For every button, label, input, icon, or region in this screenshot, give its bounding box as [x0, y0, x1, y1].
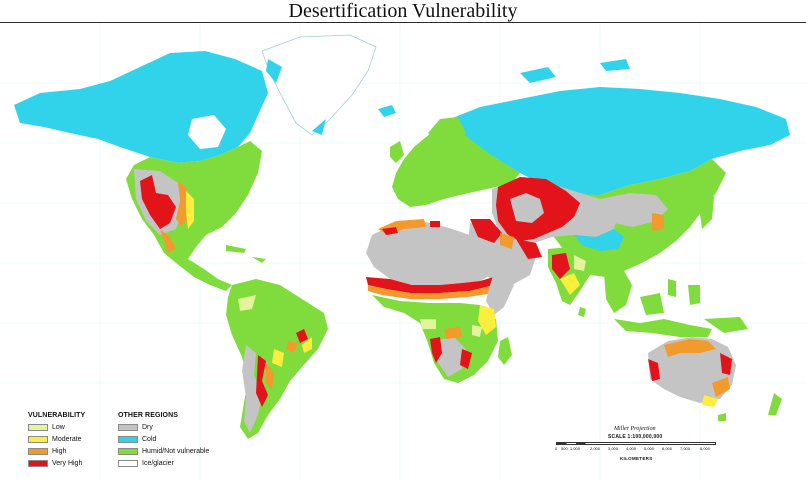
southern-africa-dry	[434, 337, 466, 377]
sri-lanka	[578, 307, 586, 317]
legend-label-ice: Ice/glacier	[142, 459, 174, 467]
legend-label-very-high: Very High	[52, 459, 83, 467]
legend-label-humid: Humid/Not vulnerable	[142, 447, 210, 455]
greenland	[261, 34, 377, 136]
legend-label-cold: Cold	[142, 435, 157, 443]
australia-high	[664, 339, 730, 397]
scale-ticks: 0 500 1,000 2,000 3,000 4,000 5,000 6,00…	[552, 446, 722, 454]
legend-row-humid: Humid/Not vulnerable	[118, 445, 238, 457]
legend-swatch-dry	[118, 423, 138, 431]
tibet-cold	[574, 229, 624, 251]
legend-label-low: Low	[52, 423, 65, 431]
greenland-coast	[266, 59, 326, 135]
southern-africa-high	[444, 327, 462, 339]
legend-label-high: High	[52, 447, 67, 455]
iceland	[378, 105, 396, 117]
legend-label-dry: Dry	[142, 423, 153, 431]
middle-east-very-high	[470, 219, 542, 259]
north-america-moderate	[186, 191, 194, 229]
uk	[390, 141, 404, 163]
legend-vulnerability-column: VULNERABILITY Low Moderate High Very Hig…	[28, 411, 108, 469]
legend-swatch-very-high	[28, 459, 48, 467]
map-scale: Miller Projection SCALE 1:100,000,000 0 …	[552, 426, 732, 466]
papua	[704, 317, 748, 333]
scale-tick: 0	[555, 446, 558, 451]
japan	[700, 191, 714, 229]
madagascar	[498, 337, 512, 365]
south-america-very-high	[256, 329, 308, 407]
horn-of-africa-dry	[486, 273, 514, 315]
scale-tick: 5,000	[644, 446, 655, 451]
sahel-very-high	[366, 277, 494, 293]
legend-swatch-moderate	[28, 435, 48, 443]
scale-tick: 4,000	[626, 446, 637, 451]
india-moderate	[560, 273, 580, 295]
scale-bar	[556, 442, 716, 445]
legend-swatch-cold	[118, 435, 138, 443]
south-america-dry	[242, 345, 262, 433]
east-africa-moderate	[478, 305, 496, 335]
europe-humid	[392, 127, 520, 207]
arctic-islands	[520, 59, 630, 83]
australia-moderate	[702, 395, 718, 407]
sahel-high	[368, 285, 494, 299]
world-map	[0, 22, 806, 481]
africa-north-very-high	[382, 221, 440, 235]
scandinavia	[428, 117, 466, 145]
south-america-high	[266, 341, 298, 389]
projection-label: Miller Projection	[614, 426, 656, 432]
middle-east-high	[500, 233, 514, 249]
hudson-bay	[188, 115, 226, 149]
scale-unit: KILOMETERS	[620, 456, 653, 461]
central-asia-inner-dry	[510, 193, 544, 223]
map-legend: VULNERABILITY Low Moderate High Very Hig…	[28, 411, 238, 477]
philippines	[668, 279, 676, 297]
legend-other-column: OTHER REGIONS Dry Cold Humid/Not vulnera…	[118, 411, 238, 469]
legend-row-cold: Cold	[118, 433, 238, 445]
legend-row-low: Low	[28, 421, 108, 433]
central-america	[176, 259, 232, 291]
legend-swatch-low	[28, 423, 48, 431]
legend-swatch-humid	[118, 447, 138, 455]
legend-row-very-high: Very High	[28, 457, 108, 469]
china-dry	[600, 193, 668, 227]
south-america-low	[238, 295, 256, 311]
north-america-high	[160, 181, 190, 253]
africa-dry	[366, 221, 494, 285]
map-title: Desertification Vulnerability	[288, 0, 518, 22]
scale-tick: 2,000	[590, 446, 601, 451]
india-very-high	[552, 253, 570, 279]
scale-tick: 3,000	[608, 446, 619, 451]
india-low	[574, 255, 586, 271]
legend-swatch-high	[28, 447, 48, 455]
north-america-very-high	[140, 175, 176, 229]
africa-low	[420, 319, 482, 337]
legend-swatch-ice	[118, 459, 138, 467]
eurasia-cold	[450, 87, 790, 201]
legend-vulnerability-heading: VULNERABILITY	[28, 412, 86, 419]
indonesia	[614, 285, 712, 337]
australia-very-high	[648, 353, 732, 381]
scale-tick: 500	[561, 446, 568, 451]
tasmania	[718, 413, 726, 421]
legend-row-high: High	[28, 445, 108, 457]
legend-row-moderate: Moderate	[28, 433, 108, 445]
southeast-asia	[604, 271, 632, 313]
legend-row-dry: Dry	[118, 421, 238, 433]
scale-tick: 6,000	[662, 446, 673, 451]
legend-other-heading: OTHER REGIONS	[118, 412, 179, 419]
scale-tick: 1,000	[570, 446, 581, 451]
new-zealand	[768, 393, 782, 415]
southern-africa-very-high	[430, 337, 472, 369]
legend-row-ice: Ice/glacier	[118, 457, 238, 469]
scale-text: SCALE 1:100,000,000	[608, 434, 663, 440]
legend-label-moderate: Moderate	[52, 435, 82, 443]
china-high	[652, 213, 664, 231]
scale-tick: 7,000	[680, 446, 691, 451]
scale-tick: 8,000	[700, 446, 711, 451]
caribbean	[226, 245, 266, 263]
south-america-moderate	[272, 337, 312, 367]
